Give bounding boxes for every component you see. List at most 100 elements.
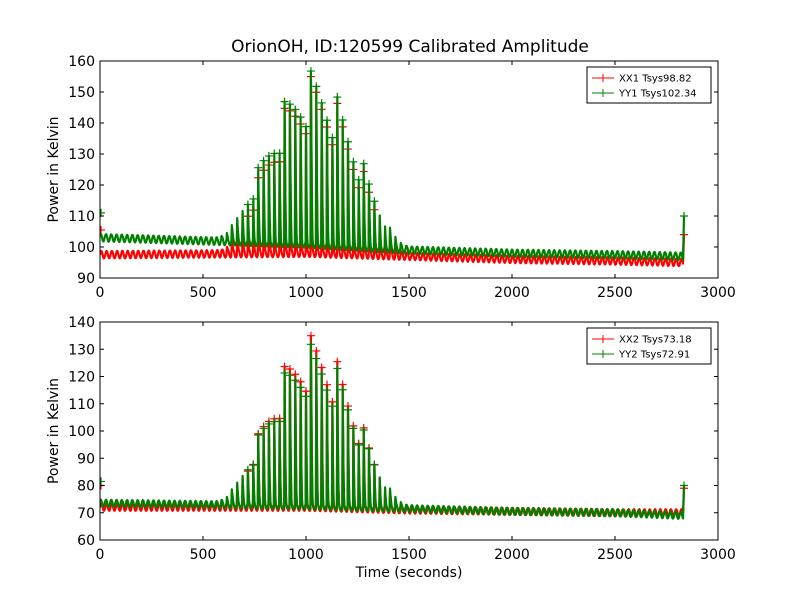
y-tick-label: 100	[68, 240, 95, 256]
data-point	[354, 440, 363, 449]
y-tick-label: 120	[68, 178, 95, 194]
data-point	[323, 116, 332, 125]
x-tick-label: 1000	[288, 547, 324, 563]
bottom-panel: 0 500 1000 1500 2000 2500 3000 60 70 80 90 100 110 12…	[46, 315, 736, 581]
data-point	[354, 175, 363, 184]
y-tick-label: 130	[68, 147, 95, 163]
y-tick-label: 110	[68, 209, 95, 225]
x-tick-label: 500	[190, 547, 217, 563]
top-panel: 0 500 1000 1500 2000 2500 3000 90 100 110 120 130 14…	[46, 54, 736, 301]
figure-title: OrionOH, ID:120599 Calibrated Amplitude	[231, 37, 589, 57]
data-point	[275, 417, 284, 426]
plot-area	[100, 67, 689, 268]
y-tick-label: 100	[68, 424, 95, 440]
legend-entry: XX2 Tsys73.18	[619, 335, 692, 346]
x-tick-label: 2500	[597, 547, 633, 563]
y-tick-label: 110	[68, 397, 95, 413]
y-tick-label: 80	[77, 479, 95, 495]
x-axis-label: Time (seconds)	[355, 565, 463, 581]
data-point	[306, 67, 315, 76]
data-point	[302, 122, 310, 131]
data-point	[323, 386, 332, 395]
x-tick-label: 3000	[700, 285, 736, 301]
data-point	[370, 460, 379, 469]
legend-marker	[599, 350, 607, 358]
legend-marker	[599, 335, 607, 343]
y-tick-label: 60	[77, 533, 95, 549]
legend-marker	[599, 74, 607, 82]
x-tick-label: 2000	[494, 285, 530, 301]
data-point	[291, 105, 300, 114]
plot-area	[100, 331, 689, 520]
y-tick-label: 140	[68, 315, 95, 331]
data-point	[370, 197, 379, 206]
legend: XX2 Tsys73.18 YY2 Tsys72.91	[586, 327, 712, 365]
legend-entry: YY2 Tsys72.91	[618, 350, 690, 361]
series-line-2	[100, 343, 686, 520]
data-point	[291, 376, 300, 385]
series-markers-2	[100, 67, 689, 220]
y-tick-label: 90	[77, 271, 95, 287]
legend-box	[586, 66, 712, 104]
data-point	[333, 93, 342, 102]
legend-entry: YY1 Tsys102.34	[618, 89, 697, 100]
data-point	[296, 383, 305, 392]
data-point	[333, 364, 342, 373]
data-point	[254, 431, 263, 440]
data-point	[338, 385, 347, 394]
series-line-2	[100, 69, 686, 261]
data-point	[296, 113, 305, 122]
data-point	[349, 157, 358, 166]
y-axis-label: Power in Kelvin	[46, 116, 62, 222]
data-point	[306, 331, 315, 340]
data-point	[312, 346, 321, 355]
data-point	[249, 460, 258, 469]
data-point	[280, 368, 289, 377]
data-point	[680, 481, 689, 490]
data-point	[285, 100, 294, 109]
data-point	[100, 225, 105, 234]
data-point	[264, 151, 273, 160]
x-tick-label: 2500	[597, 285, 633, 301]
data-point	[317, 98, 326, 107]
data-point	[333, 357, 342, 366]
data-point	[359, 425, 368, 434]
series-markers-2	[100, 340, 689, 490]
x-tick-label: 1500	[391, 285, 427, 301]
legend-entry: XX1 Tsys98.82	[619, 74, 692, 85]
data-point	[302, 392, 310, 401]
y-tick-label: 130	[68, 342, 95, 358]
legend-marker	[599, 89, 607, 97]
data-point	[359, 159, 368, 168]
data-point	[344, 137, 353, 146]
x-tick-label: 0	[96, 547, 105, 563]
y-tick-label: 150	[68, 85, 95, 101]
y-tick-label: 160	[68, 54, 95, 70]
data-point	[285, 371, 294, 380]
data-point	[349, 424, 358, 433]
x-tick-label: 3000	[700, 547, 736, 563]
data-point	[328, 402, 337, 411]
x-tick-label: 500	[190, 285, 217, 301]
y-tick-label: 70	[77, 506, 95, 522]
x-tick-label: 1500	[391, 547, 427, 563]
y-tick-label: 140	[68, 116, 95, 132]
data-point	[306, 340, 315, 349]
legend-box	[586, 327, 712, 365]
series-line-1	[100, 75, 686, 268]
data-point	[254, 163, 263, 172]
data-point	[312, 354, 321, 363]
data-point	[280, 97, 289, 106]
data-point	[259, 156, 268, 165]
data-point	[100, 477, 105, 486]
data-point	[243, 200, 252, 209]
data-point	[338, 115, 347, 124]
x-tick-label: 1000	[288, 285, 324, 301]
y-axis-label: Power in Kelvin	[46, 378, 62, 484]
data-point	[259, 424, 268, 433]
x-tick-label: 0	[96, 285, 105, 301]
x-tick-label: 2000	[494, 547, 530, 563]
data-point	[243, 465, 252, 474]
y-tick-label: 120	[68, 370, 95, 386]
